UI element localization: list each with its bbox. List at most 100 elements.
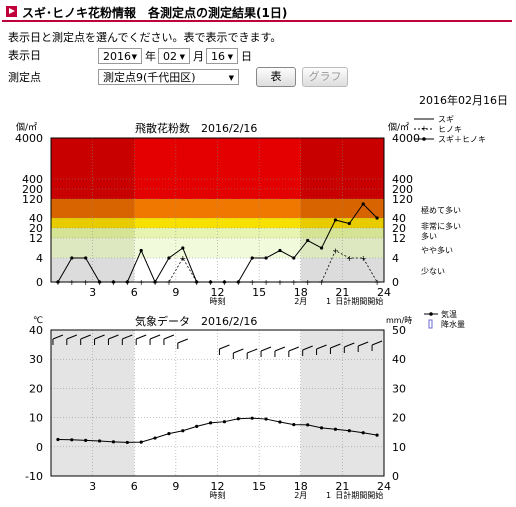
wind-barb-staff	[330, 343, 341, 349]
temperature-point	[250, 416, 254, 420]
hinoki-point: +	[179, 254, 186, 263]
pollen-legend: スギ + ヒノキ スギ＋ヒノキ	[414, 115, 486, 144]
weather-y-tick-right: 40	[392, 353, 406, 366]
total-point	[125, 280, 129, 284]
hinoki-point: +	[346, 254, 353, 263]
pollen-x-sub: 日計	[335, 296, 351, 306]
wind-barb	[149, 334, 161, 345]
station-select[interactable]: 測定点9(千代田区) ▼	[98, 69, 239, 85]
wind-barb-staff	[52, 334, 64, 340]
temperature-point	[70, 438, 74, 442]
total-point	[278, 248, 282, 253]
total-point	[111, 280, 116, 284]
pollen-y-tick-left: 12	[29, 232, 43, 245]
month-unit: 月	[193, 50, 204, 63]
total-point	[347, 221, 351, 226]
pollen-x-axis: 3 6 9 12 15 18 21 24 時刻 2月 1 日計 期間開始	[89, 286, 391, 306]
temperature-series	[56, 416, 379, 445]
wind-barb-staff	[358, 341, 369, 347]
hinoki-point: +	[360, 254, 367, 263]
pollen-x-tick: 3	[89, 286, 96, 299]
pollen-x-tick: 6	[131, 286, 138, 299]
table-button[interactable]: 表	[256, 67, 296, 87]
date-label: 表示日	[8, 49, 41, 62]
hinoki-point: +	[249, 278, 256, 287]
legend-hinoki-marker: +	[421, 124, 428, 133]
station-label: 測定点	[8, 71, 41, 84]
month-select[interactable]: 02 ▼	[158, 48, 190, 64]
day-select[interactable]: 16 ▼	[206, 48, 238, 64]
temperature-point	[56, 437, 60, 442]
pollen-x-sub: 2月	[294, 297, 307, 306]
temperature-point	[347, 429, 351, 433]
pollen-y-tick-left: 200	[22, 183, 43, 196]
weather-chart: 40 50 30 40 20 30 10 20 0 10 -10 0 3 6 9 12 15 18 21 24 時刻 2…	[25, 310, 465, 500]
weather-y-tick-right: 30	[392, 382, 406, 395]
dropdown-arrow-icon: ▼	[179, 53, 185, 61]
pollen-band-night-3	[300, 228, 384, 238]
total-point	[292, 256, 296, 260]
weather-x-sub: 2月	[294, 491, 307, 500]
weather-x-sub: 日計	[335, 490, 351, 500]
wind-barbs	[52, 334, 383, 359]
level-moderate: やや多い	[421, 245, 453, 255]
hinoki-point: +	[82, 278, 89, 287]
temperature-point	[375, 433, 379, 437]
pollen-y-tick-left: 400	[22, 173, 43, 186]
day-unit: 日	[241, 50, 252, 63]
pollen-x-tick: 18	[294, 286, 308, 299]
temperature-point	[236, 417, 240, 421]
total-point	[195, 280, 199, 284]
dropdown-arrow-icon: ▼	[131, 53, 137, 61]
total-point	[208, 280, 213, 284]
weather-y-tick-left: 40	[29, 324, 43, 337]
instruction-text: 表示日と測定点を選んでください。表で表示できます。	[8, 31, 282, 44]
wind-barb	[260, 346, 272, 357]
pollen-y-tick-right: 400	[392, 173, 413, 186]
displayed-date: 2016年02月16日	[419, 94, 508, 107]
wind-barb	[94, 334, 105, 345]
pollen-y-tick-right: 0	[392, 276, 399, 289]
temperature-point	[278, 420, 282, 424]
weather-x-sub: 1	[326, 491, 331, 500]
hinoki-point: +	[290, 278, 297, 287]
pollen-x-sub: 1	[326, 297, 331, 306]
weather-legend: 気温 降水量	[424, 310, 465, 329]
temperature-point	[125, 440, 129, 445]
total-point	[250, 256, 254, 260]
temperature-point	[361, 431, 365, 435]
wind-barb-staff	[371, 340, 383, 346]
wind-barb-staff	[233, 348, 244, 354]
weather-x-sub: 時刻	[210, 490, 226, 500]
year-select[interactable]: 2016 ▼	[98, 48, 142, 64]
wind-barb-staff	[108, 334, 119, 340]
wind-barb-staff	[177, 338, 188, 344]
pollen-y-tick-right: 20	[392, 222, 406, 235]
total-point	[319, 246, 324, 250]
wind-barb-staff	[274, 346, 286, 352]
total-point	[264, 256, 268, 260]
pollen-band-night-4	[51, 238, 135, 258]
pollen-x-tick: 9	[172, 286, 179, 299]
weather-x-tick: 21	[335, 480, 349, 493]
pollen-y-tick-right: 4000	[392, 132, 420, 145]
total-point	[56, 280, 60, 284]
pollen-chart-title: 飛散花粉数 2016/2/16	[135, 121, 257, 135]
weather-x-tick: 15	[252, 480, 266, 493]
total-point	[181, 246, 185, 250]
level-high: 多い	[421, 231, 437, 241]
hinoki-point: +	[166, 278, 173, 287]
pollen-x-sub: 時刻	[210, 296, 226, 306]
wind-barb	[302, 345, 313, 356]
day-value: 16	[211, 50, 225, 63]
temperature-point	[97, 439, 102, 443]
total-point	[153, 280, 157, 284]
weather-x-axis: 3 6 9 12 15 18 21 24 時刻 2月 1 日計 期間開始	[89, 480, 391, 500]
wind-barb	[357, 341, 369, 352]
hinoki-point: +	[263, 278, 270, 287]
graph-button[interactable]: グラフ	[302, 67, 348, 87]
wind-barb-staff	[136, 334, 147, 340]
pollen-x-tick: 21	[335, 286, 349, 299]
pollen-band-night-3	[51, 228, 135, 238]
